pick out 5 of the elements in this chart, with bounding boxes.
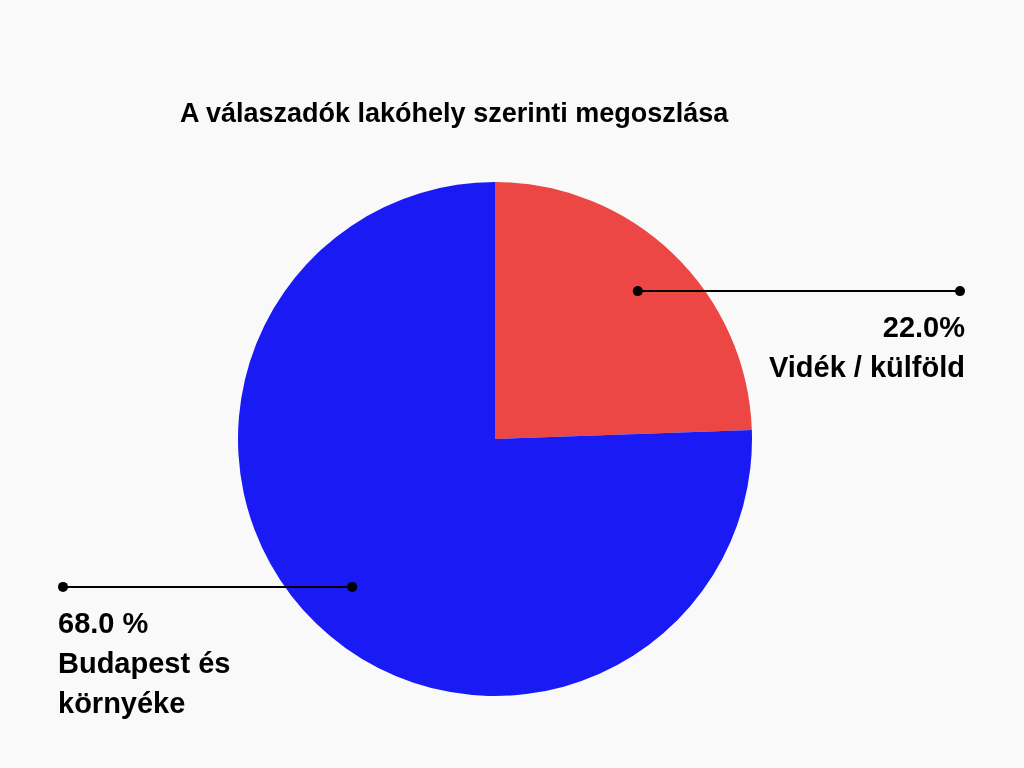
data-label: 68.0 % bbox=[58, 606, 149, 639]
data-label: 22.0% bbox=[882, 311, 966, 344]
slice-label: Budapest és környéke bbox=[58, 646, 231, 719]
slice-label: Vidék / külföld bbox=[768, 351, 965, 384]
chart-title: A válaszadók lakóhely szerinti megoszlása bbox=[180, 98, 729, 129]
